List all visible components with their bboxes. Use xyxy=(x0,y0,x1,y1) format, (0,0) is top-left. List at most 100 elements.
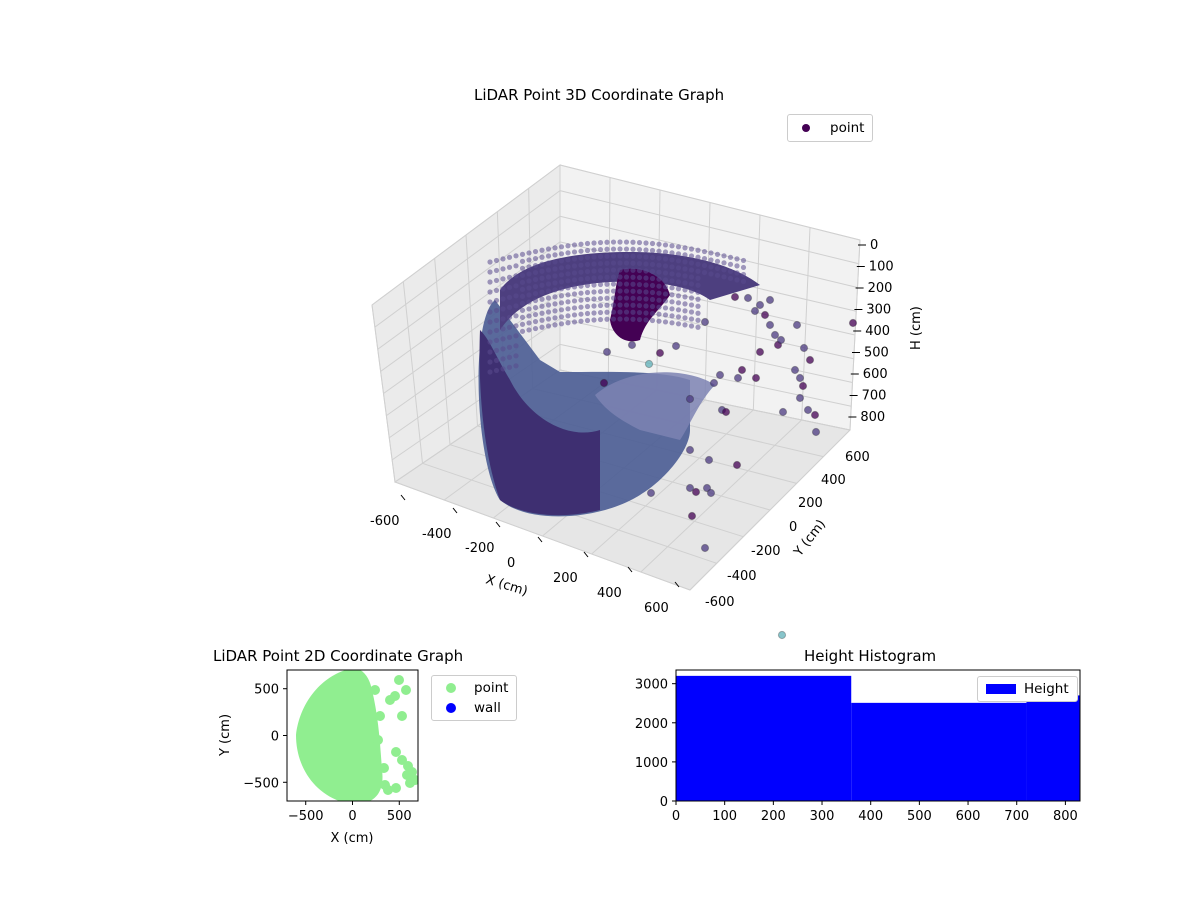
chart3d-x-tick-label: 0 xyxy=(507,556,515,571)
chart2d-data-region xyxy=(296,670,418,801)
chart3d-point xyxy=(848,318,858,328)
chart3d-point xyxy=(803,405,813,415)
chart2d-x-tick-label: 0 xyxy=(348,809,356,824)
chart3d-point xyxy=(578,297,584,303)
chart3d-point xyxy=(545,295,552,301)
chart3d-point xyxy=(643,268,649,274)
chart3d-point xyxy=(604,302,610,308)
chart3d-point xyxy=(545,323,552,329)
chart3d-point xyxy=(487,319,493,325)
chart3d-point xyxy=(500,366,506,372)
chart3d-point xyxy=(500,266,506,272)
chart3d-point xyxy=(623,274,630,280)
chart3d-point xyxy=(493,277,500,284)
chart3d-point xyxy=(578,255,584,261)
chart3d-point xyxy=(519,279,526,285)
chart3d-point xyxy=(691,487,701,497)
chart3d-point xyxy=(675,321,682,327)
chart3d-point xyxy=(493,287,500,294)
chart3d-point xyxy=(558,244,565,250)
chart3d-point xyxy=(799,343,809,353)
chart3d-point xyxy=(714,265,721,271)
chart3d-point xyxy=(704,455,714,465)
chart3d-point xyxy=(487,329,493,335)
chart3d-point xyxy=(604,267,610,273)
chart3d-point xyxy=(688,302,695,308)
chart3d-point xyxy=(656,311,662,317)
chart3d-point xyxy=(675,307,682,313)
chart3d-point xyxy=(751,373,761,383)
chart3d-point xyxy=(578,262,584,268)
chart3d-cylinder-wall xyxy=(500,252,760,330)
chart3d-y-tick-label: 200 xyxy=(798,496,823,511)
chart3d-point xyxy=(493,297,500,304)
chart3d-point xyxy=(688,260,695,266)
chart3d-point xyxy=(487,279,493,285)
chart3d-point xyxy=(571,270,578,276)
chart3d-point xyxy=(597,288,604,295)
chart3d-point xyxy=(630,274,636,280)
chart3d-point xyxy=(702,483,712,493)
chart3d-point xyxy=(669,313,675,319)
chart2d-point xyxy=(391,747,401,757)
chart3d-point xyxy=(513,333,519,339)
chart3d-x-tick-label: -200 xyxy=(465,541,495,556)
chart3d-point xyxy=(630,239,636,245)
chart3d-point xyxy=(734,277,740,283)
chart3d-point xyxy=(734,263,740,269)
chart3d-legend: point xyxy=(787,114,874,142)
chart3d-point xyxy=(630,281,636,287)
chart3d-point xyxy=(526,250,532,256)
chart3d-z-tick-label: 400 xyxy=(865,324,890,339)
chart3d-point xyxy=(545,260,552,266)
chart3d-y-tick-label: 600 xyxy=(845,450,870,465)
chart3d-point xyxy=(610,281,617,287)
histogram-x-tick-label: 600 xyxy=(956,809,981,824)
chart3d-point xyxy=(571,291,578,297)
chart3d-point xyxy=(721,274,727,280)
chart2d-point xyxy=(379,763,389,773)
chart3d-point xyxy=(695,303,701,309)
chart3d-point xyxy=(493,337,500,344)
chart3d-title: LiDAR Point 3D Coordinate Graph xyxy=(474,86,725,104)
chart3d-point xyxy=(552,273,558,279)
histogram-plot xyxy=(676,675,1080,801)
chart3d-point xyxy=(500,326,506,332)
chart2d-scatter-points xyxy=(345,675,418,795)
chart3d-point xyxy=(721,253,727,259)
chart3d-point xyxy=(597,253,604,260)
chart3d-point xyxy=(662,263,669,269)
chart3d-point xyxy=(552,301,558,307)
chart3d-point xyxy=(669,250,675,256)
chart3d-point xyxy=(675,300,682,306)
chart3d-point xyxy=(623,239,630,245)
chart3d-point xyxy=(685,445,695,455)
chart3d-point xyxy=(755,347,765,357)
chart3d-point xyxy=(695,289,701,295)
chart3d-point xyxy=(500,346,506,352)
chart3d-point xyxy=(662,270,669,276)
chart3d-gridline xyxy=(377,215,561,350)
chart2d-x-tick-label: −500 xyxy=(288,809,324,824)
chart3d-point xyxy=(493,317,500,324)
chart3d-point xyxy=(688,246,695,252)
chart3d-point xyxy=(493,367,500,374)
chart3d-point xyxy=(565,285,571,291)
histogram-x-tick-label: 500 xyxy=(907,809,932,824)
chart2d-point xyxy=(375,711,385,721)
chart3d-point xyxy=(695,268,701,274)
chart3d-point xyxy=(532,283,539,290)
chart3d-point xyxy=(688,316,695,322)
chart3d-point xyxy=(700,543,710,553)
chart3d-point xyxy=(597,309,604,316)
chart3d-point xyxy=(565,278,571,284)
chart3d-point xyxy=(493,357,500,364)
chart3d-y-tick-label: 0 xyxy=(789,520,797,535)
chart3d-point xyxy=(571,242,578,248)
chart3d-point xyxy=(675,286,682,292)
chart3d-point xyxy=(539,310,545,316)
chart3d-point xyxy=(721,267,727,273)
chart3d-point xyxy=(682,294,688,300)
chart3d-point xyxy=(552,245,558,251)
chart3d-point xyxy=(558,300,565,306)
